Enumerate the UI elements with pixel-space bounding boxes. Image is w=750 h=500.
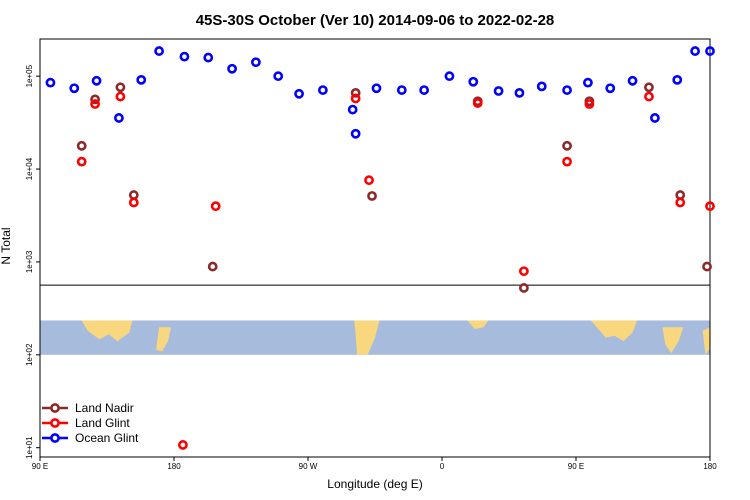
land-area <box>702 327 710 355</box>
x-tick-label: 90 E <box>32 462 48 471</box>
y-tick-label: 1e+03 <box>25 250 34 273</box>
ocean-glint-point <box>396 85 407 95</box>
land-glint-point <box>128 197 139 208</box>
legend-marker <box>50 403 60 413</box>
land-nadir-point <box>518 283 529 293</box>
legend-marker <box>50 418 60 428</box>
land-glint-point <box>675 197 686 208</box>
ocean-glint-point <box>317 85 328 95</box>
x-axis-label: Longitude (deg E) <box>327 477 422 491</box>
ocean-glint-point <box>273 71 284 82</box>
ocean-glint-point <box>69 83 80 94</box>
ocean-glint-point <box>583 77 593 88</box>
land-area <box>467 320 489 329</box>
ocean-glint-point <box>690 46 701 56</box>
land-nadir-point <box>367 191 377 201</box>
land-glint-point <box>644 91 654 102</box>
ocean-glint-point <box>179 51 190 62</box>
land-glint-point <box>76 156 87 167</box>
ocean-glint-point <box>227 63 237 74</box>
ocean-glint-point <box>203 52 214 63</box>
chart-title: 45S-30S October (Ver 10) 2014-09-06 to 2… <box>196 12 555 29</box>
land-nadir-point <box>90 94 100 105</box>
land-glint-point <box>562 156 572 167</box>
ocean-glint-point <box>536 81 547 92</box>
ocean-glint-point <box>672 74 683 85</box>
land-nadir-point <box>128 190 139 200</box>
land-glint-point <box>115 91 126 102</box>
x-axis: 90 E 180 90 W 0 90 E 180 <box>32 457 717 471</box>
ocean-glint-point <box>468 76 479 87</box>
legend-label: Land Nadir <box>75 401 134 415</box>
land-glint-point <box>705 201 715 212</box>
land-nadir-point <box>675 190 686 200</box>
ocean-glint-point <box>705 46 715 56</box>
ocean-glint-point <box>562 85 572 95</box>
ocean-glint-point <box>154 46 165 56</box>
ocean-glint-point <box>91 75 102 86</box>
plot-frame <box>39 38 711 458</box>
x-tick-label: 90 W <box>299 462 318 471</box>
ocean-glint-point <box>627 75 638 86</box>
land-glint-point <box>350 93 361 104</box>
ocean-glint-point <box>493 86 504 96</box>
y-tick-label: 1e+01 <box>25 436 34 459</box>
land-area <box>156 327 171 352</box>
ocean-glint-point <box>347 104 358 115</box>
ocean-glint-point <box>114 113 124 123</box>
land-area <box>590 320 637 342</box>
land-area <box>81 320 133 342</box>
land-glint-point <box>472 98 483 108</box>
legend-label: Land Glint <box>75 416 130 430</box>
land-nadir-point <box>702 261 712 272</box>
land-glint-point <box>584 99 595 109</box>
x-tick-label: 180 <box>703 462 717 471</box>
ocean-glint-point <box>514 87 525 98</box>
data-points <box>45 46 715 450</box>
land-nadir-point <box>644 82 654 93</box>
legend-marker <box>50 433 60 443</box>
land-glint-point <box>178 440 188 450</box>
x-tick-label: 0 <box>440 462 445 471</box>
land-glint-point <box>210 201 221 212</box>
ocean-glint-point <box>371 83 382 94</box>
y-tick-label: 1e+05 <box>25 64 34 87</box>
land-glint-point <box>364 175 374 186</box>
land-nadir-point <box>207 261 218 272</box>
land-nadir-point <box>76 140 87 151</box>
ocean-glint-point <box>294 88 304 99</box>
ocean-glint-point <box>350 128 361 139</box>
land-nadir-point <box>115 82 126 93</box>
ocean-glint-point <box>250 57 261 68</box>
land-nadir-point <box>350 87 361 98</box>
land-nadir-point <box>562 140 572 151</box>
ocean-glint-point <box>136 74 147 85</box>
ocean-glint-point <box>650 113 660 123</box>
land-glint-point <box>518 266 529 277</box>
ocean-glint-point <box>444 71 455 82</box>
land-area <box>662 327 684 354</box>
ocean-glint-point <box>605 83 616 94</box>
land-glint-point <box>90 99 100 109</box>
x-tick-label: 90 E <box>568 462 584 471</box>
y-axis: 1e+01 1e+02 1e+03 1e+04 1e+05 <box>25 64 40 459</box>
y-axis-label: N Total <box>0 227 13 264</box>
land-area <box>354 320 380 355</box>
y-tick-label: 1e+04 <box>25 157 34 180</box>
ocean-glint-point <box>419 85 430 95</box>
legend-label: Ocean Glint <box>75 431 139 445</box>
x-tick-label: 180 <box>167 462 181 471</box>
ocean-glint-point <box>45 77 56 88</box>
y-tick-label: 1e+02 <box>25 343 34 366</box>
world-map-strip <box>40 320 710 355</box>
